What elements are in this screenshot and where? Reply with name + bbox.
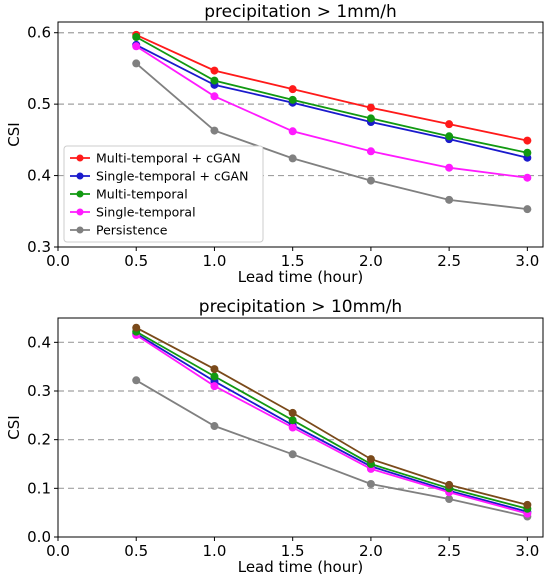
data-point — [288, 450, 297, 459]
y-tick-label: 0.6 — [27, 24, 51, 42]
series-line — [135, 34, 528, 142]
data-point — [366, 103, 375, 112]
data-point — [523, 148, 532, 157]
series-line — [135, 44, 528, 159]
x-tick-label: 2.0 — [359, 252, 383, 270]
x-tick-label: 0.0 — [46, 542, 70, 560]
data-point — [210, 76, 219, 85]
y-tick-label: 0.3 — [27, 238, 51, 256]
data-point — [210, 66, 219, 75]
y-tick-label: 0.5 — [27, 95, 51, 113]
plot-frame — [57, 21, 544, 248]
x-tick-label: 2.0 — [359, 542, 383, 560]
x-tick-label: 3.0 — [515, 542, 539, 560]
data-point — [210, 92, 219, 101]
y-tick-label: 0.2 — [27, 431, 51, 449]
y-tick-label: 0.4 — [27, 167, 51, 185]
chart-title: precipitation > 10mm/h — [199, 297, 402, 317]
y-tick-label: 0.4 — [27, 333, 51, 351]
legend-label: Multi-temporal — [96, 187, 188, 202]
x-axis-label: Lead time (hour) — [238, 558, 364, 576]
x-tick-label: 0.5 — [124, 542, 148, 560]
data-point — [366, 114, 375, 123]
data-point — [523, 500, 532, 509]
legend-marker — [76, 154, 84, 162]
data-point — [445, 120, 454, 129]
data-point — [132, 323, 141, 332]
data-point — [445, 132, 454, 141]
x-tick-label: 1.5 — [281, 542, 305, 560]
data-point — [445, 495, 454, 504]
x-tick-label: 2.5 — [437, 252, 461, 270]
legend-label: Multi-temporal + cGAN — [96, 151, 241, 166]
data-point — [445, 195, 454, 204]
series-line — [135, 334, 528, 515]
x-tick-label: 2.5 — [437, 542, 461, 560]
x-tick-label: 1.0 — [203, 252, 227, 270]
y-tick-label: 0.3 — [27, 382, 51, 400]
y-tick-label: 0.1 — [27, 479, 51, 497]
data-point — [366, 176, 375, 185]
legend-marker — [76, 190, 84, 198]
x-tick-label: 0.5 — [124, 252, 148, 270]
chart-title: precipitation > 1mm/h — [204, 2, 397, 22]
data-point — [210, 422, 219, 431]
y-axis-label: CSI — [5, 415, 23, 439]
series-line — [135, 45, 528, 179]
chart-bottom: 0.0 0.5 1.0 1.5 2.0 2.5 3.0 0.0 0.1 0.2 0.3 0.4 prec… — [5, 297, 544, 576]
series-line — [135, 332, 528, 513]
series-line — [135, 36, 528, 154]
data-point — [366, 147, 375, 156]
data-point — [288, 423, 297, 432]
data-point — [288, 408, 297, 417]
legend-frame — [63, 145, 264, 243]
y-tick-label: 0.0 — [27, 528, 51, 546]
data-point — [288, 85, 297, 94]
legend: Multi-temporal + cGAN Single-temporal + c… — [63, 145, 264, 243]
legend-label: Single-temporal + cGAN — [96, 169, 248, 184]
data-point — [366, 455, 375, 464]
data-point — [445, 163, 454, 172]
x-tick-label: 3.0 — [515, 252, 539, 270]
chart-top: 0.0 0.5 1.0 1.5 2.0 2.5 3.0 0.3 0.4 0.5 0.6 precipi… — [5, 2, 544, 286]
legend-marker — [76, 208, 84, 216]
data-point — [288, 416, 297, 425]
data-point — [523, 173, 532, 182]
data-point — [132, 33, 141, 41]
series-line — [135, 326, 528, 506]
data-point — [210, 382, 219, 391]
series-line — [135, 379, 528, 518]
data-point — [366, 479, 375, 488]
x-tick-label: 1.0 — [203, 542, 227, 560]
data-point — [523, 205, 532, 214]
y-axis-label: CSI — [5, 122, 23, 146]
data-point — [523, 136, 532, 145]
data-point — [210, 126, 219, 135]
legend-label: Persistence — [96, 223, 168, 238]
plot-frame — [57, 317, 544, 538]
data-point — [288, 154, 297, 163]
data-point — [288, 95, 297, 104]
x-tick-label: 1.5 — [281, 252, 305, 270]
series-line — [135, 62, 528, 210]
series-line — [135, 330, 528, 510]
legend-marker — [76, 172, 84, 180]
data-point — [210, 372, 219, 381]
legend-marker — [76, 226, 84, 234]
x-axis-label: Lead time (hour) — [238, 268, 364, 286]
data-point — [210, 365, 219, 374]
data-point — [132, 42, 141, 51]
data-point — [132, 59, 141, 68]
data-point — [132, 376, 141, 385]
data-point — [445, 480, 454, 489]
legend-label: Single-temporal — [96, 205, 196, 220]
data-point — [288, 127, 297, 136]
x-tick-label: 0.0 — [46, 252, 70, 270]
